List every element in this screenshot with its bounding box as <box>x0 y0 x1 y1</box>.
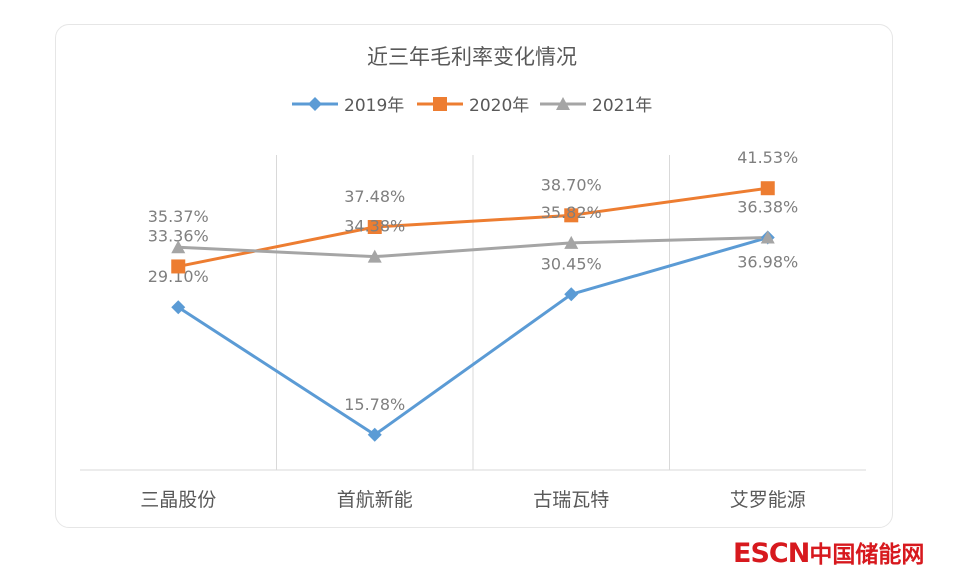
watermark-cn: 中国储能网 <box>809 542 925 568</box>
chart-card <box>55 24 893 528</box>
data-label: 38.70% <box>541 175 602 194</box>
legend-marker-triangle-icon <box>556 97 570 110</box>
legend-marker-diamond-icon <box>308 97 322 111</box>
data-point <box>367 427 382 442</box>
chart-title: 近三年毛利率变化情况 <box>367 45 577 69</box>
series-line-2 <box>178 236 768 259</box>
data-label: 41.53% <box>737 148 798 167</box>
series-line-1 <box>177 186 768 268</box>
data-label: 33.36% <box>148 226 209 245</box>
data-label: 15.78% <box>344 395 405 414</box>
data-label: 37.48% <box>344 187 405 206</box>
data-point <box>367 249 382 263</box>
data-label: 30.45% <box>541 254 602 273</box>
legend-label: 2019年 <box>344 96 404 116</box>
data-point <box>564 287 579 302</box>
data-point <box>760 181 775 196</box>
series-line-0 <box>177 236 769 437</box>
data-label: 34.38% <box>344 217 405 236</box>
data-label: 35.82% <box>541 203 602 222</box>
data-point <box>564 235 579 249</box>
data-label: 36.98% <box>737 253 798 272</box>
escn-watermark-logo: ESCN中国储能网 <box>733 535 924 569</box>
data-point <box>367 220 382 234</box>
x-tick-label: 三晶股份 <box>140 489 216 511</box>
watermark-latin: ESCN <box>733 538 810 569</box>
data-label: 29.10% <box>148 267 209 286</box>
data-label: 35.37% <box>148 207 209 226</box>
x-tick-label: 首航新能 <box>337 489 413 511</box>
data-point <box>171 240 186 254</box>
data-label: 36.38% <box>737 198 798 217</box>
x-tick-label: 艾罗能源 <box>730 489 806 511</box>
legend-marker-square-icon <box>433 97 447 111</box>
data-point <box>171 259 186 274</box>
data-point <box>564 208 579 223</box>
data-point <box>171 300 186 315</box>
x-tick-label: 古瑞瓦特 <box>533 489 609 511</box>
legend-label: 2021年 <box>592 96 652 116</box>
data-point <box>760 230 775 244</box>
legend-label: 2020年 <box>469 96 529 116</box>
